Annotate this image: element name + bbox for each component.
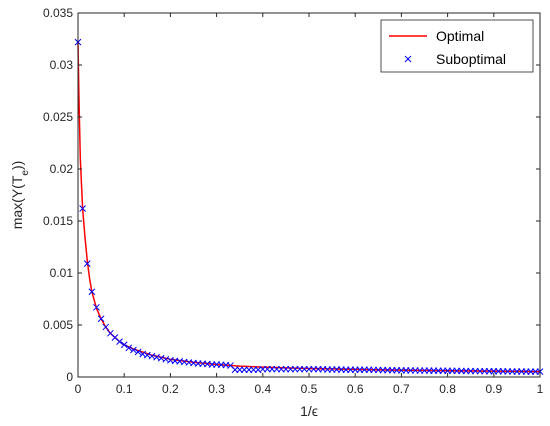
legend: Optimal Suboptimal xyxy=(380,19,534,73)
y-tick-label: 0.015 xyxy=(43,214,73,228)
data-point-suboptimal xyxy=(102,323,110,331)
legend-suboptimal-label: Suboptimal xyxy=(436,51,506,67)
x-tick-label: 0.3 xyxy=(208,382,225,396)
data-point-suboptimal xyxy=(134,348,142,356)
y-axis-label-tail: )) xyxy=(9,161,25,170)
data-point-suboptimal xyxy=(116,338,123,345)
x-tick-label: 0 xyxy=(75,382,82,396)
series-layer xyxy=(74,38,544,375)
data-point-suboptimal xyxy=(97,315,105,323)
y-tick-label: 0.02 xyxy=(50,162,74,176)
x-tick-label: 0.7 xyxy=(393,382,410,396)
data-point-suboptimal xyxy=(130,346,137,354)
y-tick-label: 0.035 xyxy=(43,6,73,20)
x-tick-label: 0.6 xyxy=(347,382,364,396)
x-tick-label: 0.5 xyxy=(301,382,318,396)
y-tick-label: 0 xyxy=(66,370,73,384)
x-tick-label: 0.1 xyxy=(116,382,133,396)
data-point-suboptimal xyxy=(79,205,86,212)
y-axis-label: max(Y(Te)) xyxy=(9,161,31,230)
y-tick-label: 0.03 xyxy=(50,58,74,72)
x-axis-ticks: 0 0.1 0.2 0.3 0.4 0.5 0.6 0.7 0.8 0.9 1 xyxy=(75,13,544,396)
x-tick-label: 0.8 xyxy=(439,382,456,396)
x-tick-label: 0.4 xyxy=(254,382,271,396)
plot-area xyxy=(78,13,540,377)
y-tick-label: 0.005 xyxy=(43,318,73,332)
y-tick-label: 0.01 xyxy=(50,266,74,280)
x-axis-label: 1/ϵ xyxy=(300,403,318,419)
data-point-suboptimal xyxy=(83,260,91,267)
data-point-suboptimal xyxy=(93,303,100,311)
legend-suboptimal-marker xyxy=(404,55,412,63)
series-line-optimal xyxy=(77,42,541,373)
x-tick-label: 0.9 xyxy=(485,382,502,396)
y-axis-ticks: 0 0.005 0.01 0.015 0.02 0.025 0.03 0.035 xyxy=(43,6,540,384)
x-tick-label: 0.2 xyxy=(162,382,179,396)
y-axis-label-subscript: e xyxy=(20,170,31,176)
data-point-suboptimal xyxy=(125,344,133,352)
x-tick-label: 1 xyxy=(537,382,544,396)
legend-optimal-label: Optimal xyxy=(436,28,484,44)
legend-box xyxy=(380,19,534,73)
y-axis-label-main: max(Y(T xyxy=(9,175,25,229)
data-point-suboptimal xyxy=(88,288,96,296)
y-tick-label: 0.025 xyxy=(43,110,73,124)
data-point-suboptimal xyxy=(120,341,128,349)
